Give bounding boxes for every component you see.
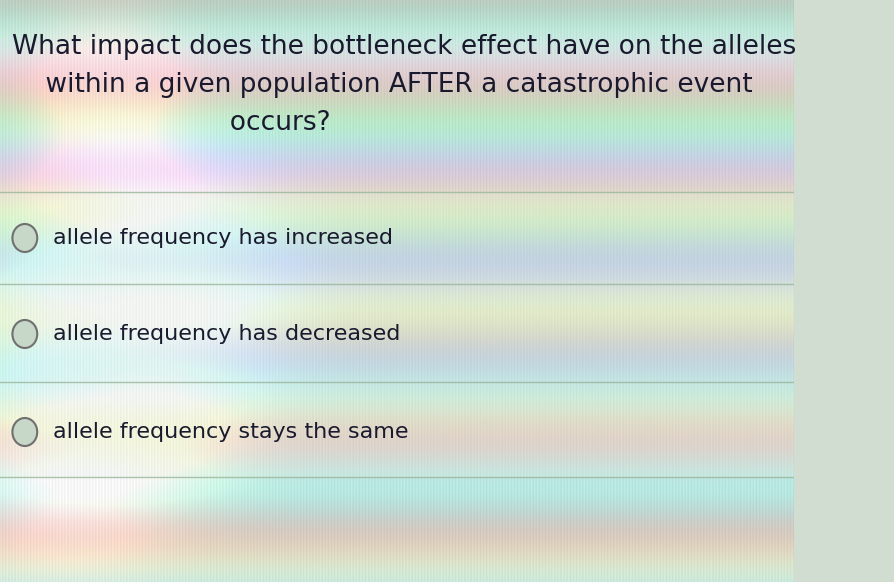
Bar bbox=[0, 192, 793, 284]
Circle shape bbox=[13, 320, 38, 348]
Text: allele frequency has increased: allele frequency has increased bbox=[53, 228, 392, 248]
Circle shape bbox=[13, 418, 38, 446]
Bar bbox=[0, 382, 793, 477]
Text: allele frequency has decreased: allele frequency has decreased bbox=[53, 324, 401, 344]
Text: within a given population AFTER a catastrophic event: within a given population AFTER a catast… bbox=[13, 72, 752, 98]
Bar bbox=[0, 284, 793, 382]
Circle shape bbox=[13, 224, 38, 252]
Text: What impact does the bottleneck effect have on the alleles: What impact does the bottleneck effect h… bbox=[13, 34, 796, 60]
Text: allele frequency stays the same: allele frequency stays the same bbox=[53, 422, 409, 442]
Text: occurs?: occurs? bbox=[13, 110, 331, 136]
